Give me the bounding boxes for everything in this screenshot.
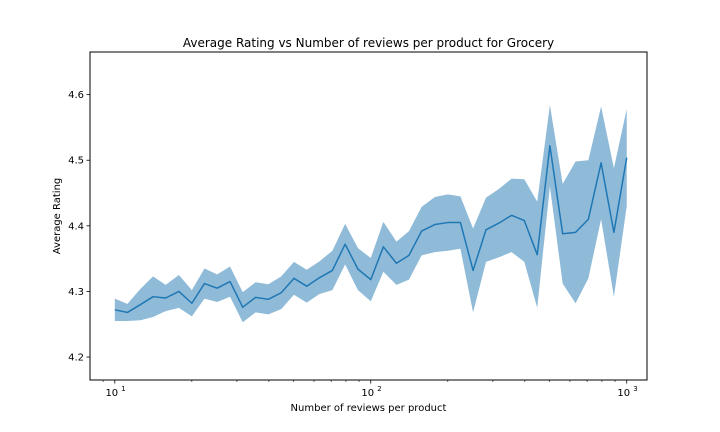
data-point — [177, 289, 181, 293]
x-tick-label-exponent: 3 — [633, 385, 637, 393]
data-point — [318, 276, 322, 280]
data-point — [369, 278, 373, 282]
x-tick-label: 10 — [105, 388, 118, 399]
data-point — [190, 301, 194, 305]
y-tick-label: 4.5 — [68, 156, 84, 167]
data-point — [215, 286, 219, 290]
x-tick-label-exponent: 1 — [121, 385, 125, 393]
y-tick-label: 4.3 — [68, 287, 84, 298]
data-point — [522, 219, 526, 223]
data-point — [202, 282, 206, 286]
data-point — [254, 295, 258, 299]
data-point — [535, 253, 539, 257]
x-axis: 10 1 10 2 10 3 — [102, 380, 638, 399]
y-axis: 4.2 4.3 4.4 4.5 4.6 — [68, 90, 90, 364]
data-point — [330, 268, 334, 272]
x-tick-label: 10 — [361, 388, 374, 399]
data-point — [446, 221, 450, 225]
series-line — [114, 145, 628, 314]
data-point — [471, 268, 475, 272]
x-tick-label: 10 — [617, 388, 630, 399]
data-point — [394, 261, 398, 265]
data-point — [292, 276, 296, 280]
data-point — [625, 156, 629, 160]
data-point — [164, 296, 168, 300]
plot-area — [114, 105, 628, 323]
confidence-band — [114, 105, 627, 323]
data-point — [228, 280, 232, 284]
data-point — [343, 242, 347, 246]
data-point — [266, 297, 270, 301]
y-tick-label: 4.6 — [68, 90, 84, 101]
chart-title: Average Rating vs Number of reviews per … — [183, 36, 554, 50]
data-point — [356, 267, 360, 271]
data-point — [125, 310, 129, 314]
data-point — [113, 308, 117, 312]
y-tick-label: 4.2 — [68, 353, 84, 364]
data-point — [574, 230, 578, 234]
data-point — [407, 253, 411, 257]
data-point — [138, 303, 142, 307]
data-point — [561, 232, 565, 236]
data-point — [151, 295, 155, 299]
data-point — [241, 305, 245, 309]
data-point — [458, 221, 462, 225]
data-point — [484, 228, 488, 232]
data-point — [420, 229, 424, 233]
data-point — [548, 144, 552, 148]
data-point — [433, 223, 437, 227]
data-point — [599, 161, 603, 165]
data-point — [279, 291, 283, 295]
data-point — [510, 213, 514, 217]
plot-frame — [89, 51, 648, 381]
x-tick-label-exponent: 2 — [377, 385, 381, 393]
data-point — [612, 230, 616, 234]
data-point — [381, 245, 385, 249]
data-point — [586, 217, 590, 221]
x-axis-label: Number of reviews per product — [291, 403, 447, 414]
y-tick-label: 4.4 — [68, 221, 84, 232]
data-point — [497, 221, 501, 225]
data-point — [305, 284, 309, 288]
y-axis-label: Average Rating — [52, 178, 63, 254]
